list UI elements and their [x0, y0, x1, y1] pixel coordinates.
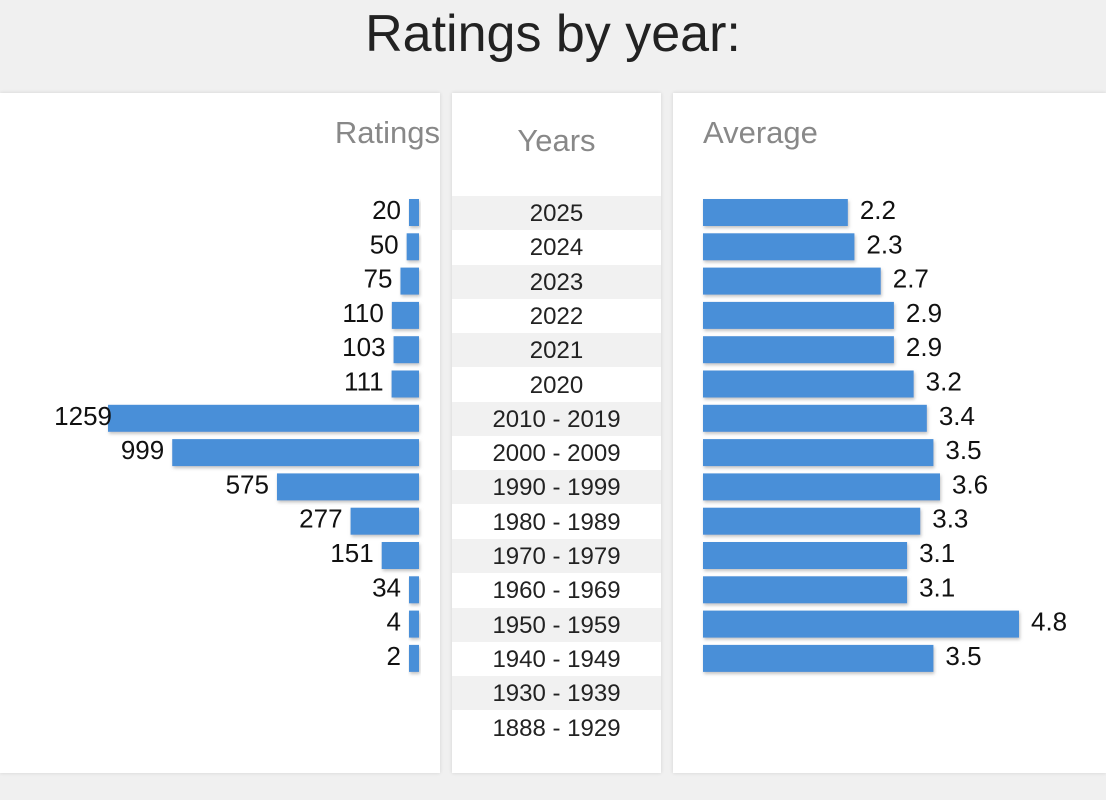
ratings-bar: [381, 542, 419, 569]
average-value-label: 2.2: [860, 195, 896, 225]
year-label: 2023: [452, 264, 661, 299]
average-value-label: 3.3: [932, 504, 968, 534]
ratings-bar: [409, 576, 419, 604]
year-label: 1930 - 1939: [452, 676, 661, 711]
ratings-value-label: 277: [299, 504, 342, 534]
average-value-label: 3.6: [952, 469, 988, 499]
average-bar: [703, 404, 927, 432]
ratings-panel: Ratings 20 50 75 110 103 111 1259 999 575 277 151 3…: [0, 93, 440, 773]
average-bar: [703, 336, 894, 364]
ratings-bar: [391, 370, 419, 398]
average-value-label: 2.7: [893, 264, 929, 294]
average-value-label: 3.1: [919, 538, 955, 568]
ratings-bar: [393, 336, 419, 364]
average-bar: [703, 507, 921, 535]
average-value-label: 3.4: [939, 401, 975, 431]
average-value-label: 3.5: [945, 641, 981, 671]
year-label: 2024: [529, 234, 584, 262]
ratings-value-label: 75: [364, 264, 393, 294]
average-value-label: 3.2: [926, 367, 962, 397]
average-bar: [703, 542, 908, 569]
year-label: 2022: [529, 302, 584, 330]
ratings-bar: [409, 199, 419, 226]
average-value-label: 4.8: [1031, 607, 1067, 637]
average-value-label: 2.9: [906, 298, 942, 328]
ratings-bar: [276, 473, 419, 501]
ratings-bar: [391, 301, 419, 329]
year-label: 2010 - 2019: [452, 401, 661, 436]
year-label: 2020: [529, 371, 584, 399]
average-bar: [703, 267, 881, 295]
year-label: 1980 - 1989: [492, 508, 621, 536]
average-value-label: 2.3: [866, 229, 902, 259]
ratings-value-label: 110: [342, 298, 383, 328]
average-bar: [703, 233, 855, 261]
average-value-label: 2.9: [906, 332, 942, 362]
ratings-chart: 20 50 75 110 103 111 1259 999 575 277 151 34 4 2: [54, 195, 419, 672]
ratings-value-label: 50: [370, 229, 399, 259]
ratings-bar: [400, 267, 419, 295]
years-header: Years: [517, 123, 596, 158]
year-label: 1888 - 1929: [492, 714, 621, 742]
ratings-value-label: 2: [387, 641, 401, 671]
ratings-value-label: 4: [387, 607, 401, 637]
chart-title: Ratings by year:: [365, 5, 741, 63]
years-panel: Years 2025 2024 2023 2022 2021 2020 2010 - 201…: [452, 93, 661, 773]
year-label: 1990 - 1999: [452, 470, 661, 505]
ratings-value-label: 20: [372, 195, 401, 225]
average-header: Average: [703, 115, 818, 150]
year-label: 1970 - 1979: [452, 539, 661, 573]
year-label: 1960 - 1969: [492, 577, 621, 605]
year-label: 1950 - 1959: [452, 607, 661, 642]
average-bar: [703, 610, 1019, 638]
ratings-bar: [406, 233, 419, 261]
average-value-label: 3.1: [919, 572, 955, 602]
ratings-value-label: 34: [372, 572, 401, 602]
year-label: 2025: [452, 196, 661, 230]
ratings-bar: [409, 644, 419, 672]
ratings-value-label: 111: [344, 367, 384, 397]
ratings-value-label: 151: [330, 538, 373, 568]
ratings-header: Ratings: [334, 115, 440, 150]
average-bar: [703, 199, 848, 226]
ratings-bar: [172, 439, 419, 467]
average-bar: [703, 644, 934, 672]
year-label: 1940 - 1949: [492, 645, 621, 673]
ratings-value-label: 1259: [54, 401, 112, 431]
ratings-value-label: 103: [342, 332, 385, 362]
average-value-label: 3.5: [945, 435, 981, 465]
ratings-value-label: 999: [121, 435, 164, 465]
average-chart: 2.2 2.3 2.7 2.9 2.9 3.2 3.4 3.5 3.6 3.3 3.1 3.1 4.8 3…: [703, 195, 1067, 672]
average-panel: Average 2.2 2.3 2.7 2.9 2.9 3.2 3.4 3.5 3.6 3.3 3.…: [673, 93, 1106, 773]
average-bar: [703, 576, 908, 604]
year-label: 2021: [452, 333, 661, 368]
ratings-bar: [350, 507, 419, 535]
year-label: 2000 - 2009: [492, 440, 621, 468]
ratings-value-label: 575: [226, 469, 269, 499]
ratings-bar: [409, 610, 419, 638]
average-bar: [703, 370, 914, 398]
ratings-bar: [108, 404, 419, 432]
average-bar: [703, 439, 934, 467]
average-bar: [703, 301, 894, 329]
average-bar: [703, 473, 940, 501]
